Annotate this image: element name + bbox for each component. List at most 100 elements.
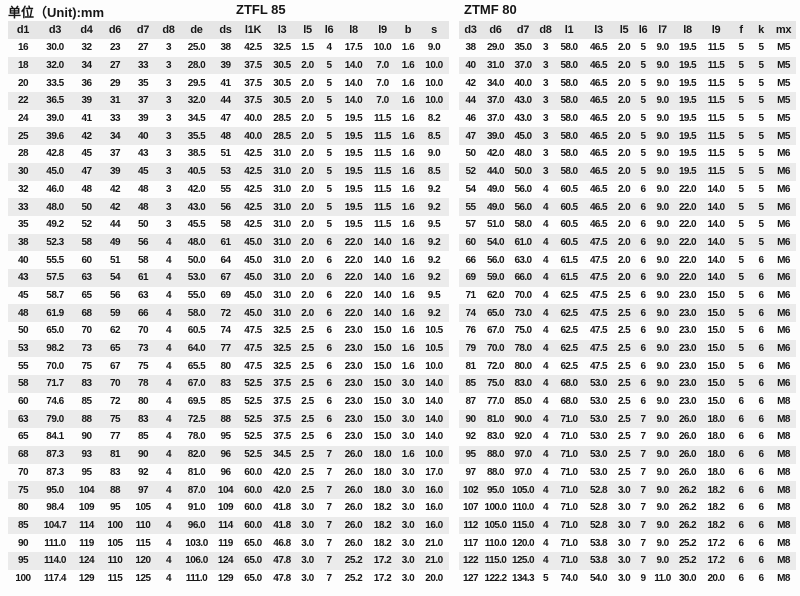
- cell-mx: M6: [777, 236, 790, 248]
- cell-d7: 56.0: [514, 201, 532, 213]
- cell-k: 5: [758, 201, 765, 213]
- cell-l6: 7: [326, 484, 332, 496]
- cell-d8: 4: [165, 325, 172, 337]
- cell-ds: 114: [218, 519, 233, 531]
- cell-d8: 4: [165, 466, 172, 478]
- cell-d6: 95: [109, 502, 121, 514]
- cell-l3: 46.8: [273, 537, 291, 549]
- cell-d3: 55: [465, 201, 477, 213]
- cell-b: 1.6: [401, 360, 415, 372]
- cell-ds: 83: [220, 378, 231, 390]
- header-row: d1 d3 d4 d6 d7 d8 de ds l1K l3 l5 l6 l8 l9 b s: [8, 21, 449, 39]
- cell-b: 1.6: [401, 183, 415, 195]
- table-row: 66 56.0 63.0 4 61.5 47.5 2.0 6 9.0 22.0 14.0 5 6 M6: [459, 251, 796, 269]
- cell-d6: 62.0: [486, 289, 505, 301]
- col-header-l8: l8: [683, 24, 692, 36]
- cell-d8: 4: [165, 307, 172, 319]
- cell-s: 9.5: [427, 219, 441, 231]
- cell-de: 50.0: [187, 254, 206, 266]
- cell-de: 78.0: [187, 431, 206, 443]
- cell-f: 5: [738, 360, 745, 372]
- cell-d8: 3: [543, 95, 549, 107]
- cell-d8: 4: [543, 413, 549, 425]
- cell-l5: 2.0: [301, 148, 314, 160]
- cell-d6: 81: [109, 449, 121, 461]
- cell-l1K: 47.5: [244, 325, 262, 337]
- cell-l6: 6: [326, 236, 332, 248]
- cell-s: 14.0: [425, 378, 443, 390]
- col-header-l1K: l1K: [244, 24, 262, 36]
- cell-ds: 38: [220, 42, 231, 54]
- cell-l8: 22.0: [678, 254, 697, 266]
- cell-ds: 61: [220, 236, 231, 248]
- cell-l9: 14.0: [707, 254, 725, 266]
- cell-l6: 5: [326, 113, 332, 125]
- cell-k: 5: [758, 60, 765, 72]
- cell-d1: 53: [17, 343, 29, 355]
- table-row: 85 75.0 83.0 4 68.0 53.0 2.5 6 9.0 23.0 15.0 5 6 M6: [459, 375, 796, 393]
- cell-d1: 43: [17, 272, 29, 284]
- col-header-l8: l8: [349, 24, 358, 36]
- cell-s: 9.0: [427, 42, 441, 54]
- cell-l9: 11.5: [707, 113, 725, 125]
- cell-d7: 27: [137, 42, 149, 54]
- col-header-d6: d6: [489, 24, 502, 36]
- cell-k: 6: [758, 413, 765, 425]
- cell-f: 5: [738, 113, 745, 125]
- cell-l9: 18.2: [373, 537, 392, 549]
- cell-d8: 3: [543, 148, 549, 160]
- cell-l3: 53.0: [589, 378, 608, 390]
- cell-l6: 7: [326, 519, 332, 531]
- cell-d6: 115.0: [484, 555, 507, 567]
- cell-d6: 65: [109, 343, 121, 355]
- table-row: 90 111.0 119 105 115 4 103.0 119 65.0 46.8 3.0 7 26.…: [8, 534, 449, 552]
- cell-l6: 7: [326, 466, 332, 478]
- cell-l1K: 60.0: [244, 502, 262, 514]
- cell-k: 5: [758, 236, 765, 248]
- cell-l8: 22.0: [678, 236, 697, 248]
- cell-l1K: 45.0: [244, 236, 262, 248]
- cell-f: 5: [738, 325, 745, 337]
- cell-l3: 34.5: [273, 449, 291, 461]
- cell-d6: 115: [107, 572, 123, 584]
- cell-l9: 15.0: [373, 343, 392, 355]
- cell-s: 10.0: [425, 95, 443, 107]
- cell-l8: 25.2: [678, 537, 697, 549]
- cell-d8: 3: [165, 60, 172, 72]
- cell-l5: 2.0: [301, 60, 314, 72]
- cell-b: 1.6: [401, 272, 415, 284]
- col-header-s: s: [431, 24, 437, 36]
- cell-l3: 53.0: [589, 396, 608, 408]
- cell-l9: 11.5: [707, 166, 725, 178]
- cell-l9: 11.5: [707, 130, 725, 142]
- cell-l1K: 42.5: [244, 183, 262, 195]
- cell-l6: 5: [326, 148, 332, 160]
- cell-d8: 4: [165, 502, 172, 514]
- cell-l5: 2.5: [617, 413, 631, 425]
- cell-d8: 3: [165, 183, 172, 195]
- cell-k: 6: [758, 519, 765, 531]
- cell-l3: 47.8: [273, 572, 291, 584]
- cell-d4: 73: [81, 343, 92, 355]
- table-row: 24 39.0 41 33 39 3 34.5 47 40.0 28.5 2.0 5 19.5 11.5 1…: [8, 110, 449, 128]
- cell-de: 42.0: [187, 183, 206, 195]
- cell-mx: M8: [777, 537, 790, 549]
- cell-l3: 47.5: [589, 236, 608, 248]
- cell-k: 5: [758, 183, 765, 195]
- cell-s: 14.0: [425, 396, 443, 408]
- table-row: 95 88.0 97.0 4 71.0 53.0 2.5 7 9.0 26.0 18.0 6 6 M8: [459, 445, 796, 464]
- cell-b: 3.0: [401, 431, 415, 443]
- cell-l1: 71.0: [560, 449, 578, 461]
- cell-de: 53.0: [187, 272, 206, 284]
- cell-l5: 2.0: [301, 166, 314, 178]
- cell-f: 5: [738, 201, 745, 213]
- cell-b: 1.6: [401, 77, 415, 89]
- cell-ds: 47: [220, 113, 231, 125]
- cell-k: 6: [758, 466, 765, 478]
- cell-l6: 7: [640, 519, 647, 531]
- cell-d6: 27: [109, 60, 121, 72]
- cell-l9: 11.5: [707, 42, 725, 54]
- cell-de: 82.0: [187, 449, 206, 461]
- cell-k: 6: [758, 484, 765, 496]
- cell-l3: 31.0: [273, 219, 291, 231]
